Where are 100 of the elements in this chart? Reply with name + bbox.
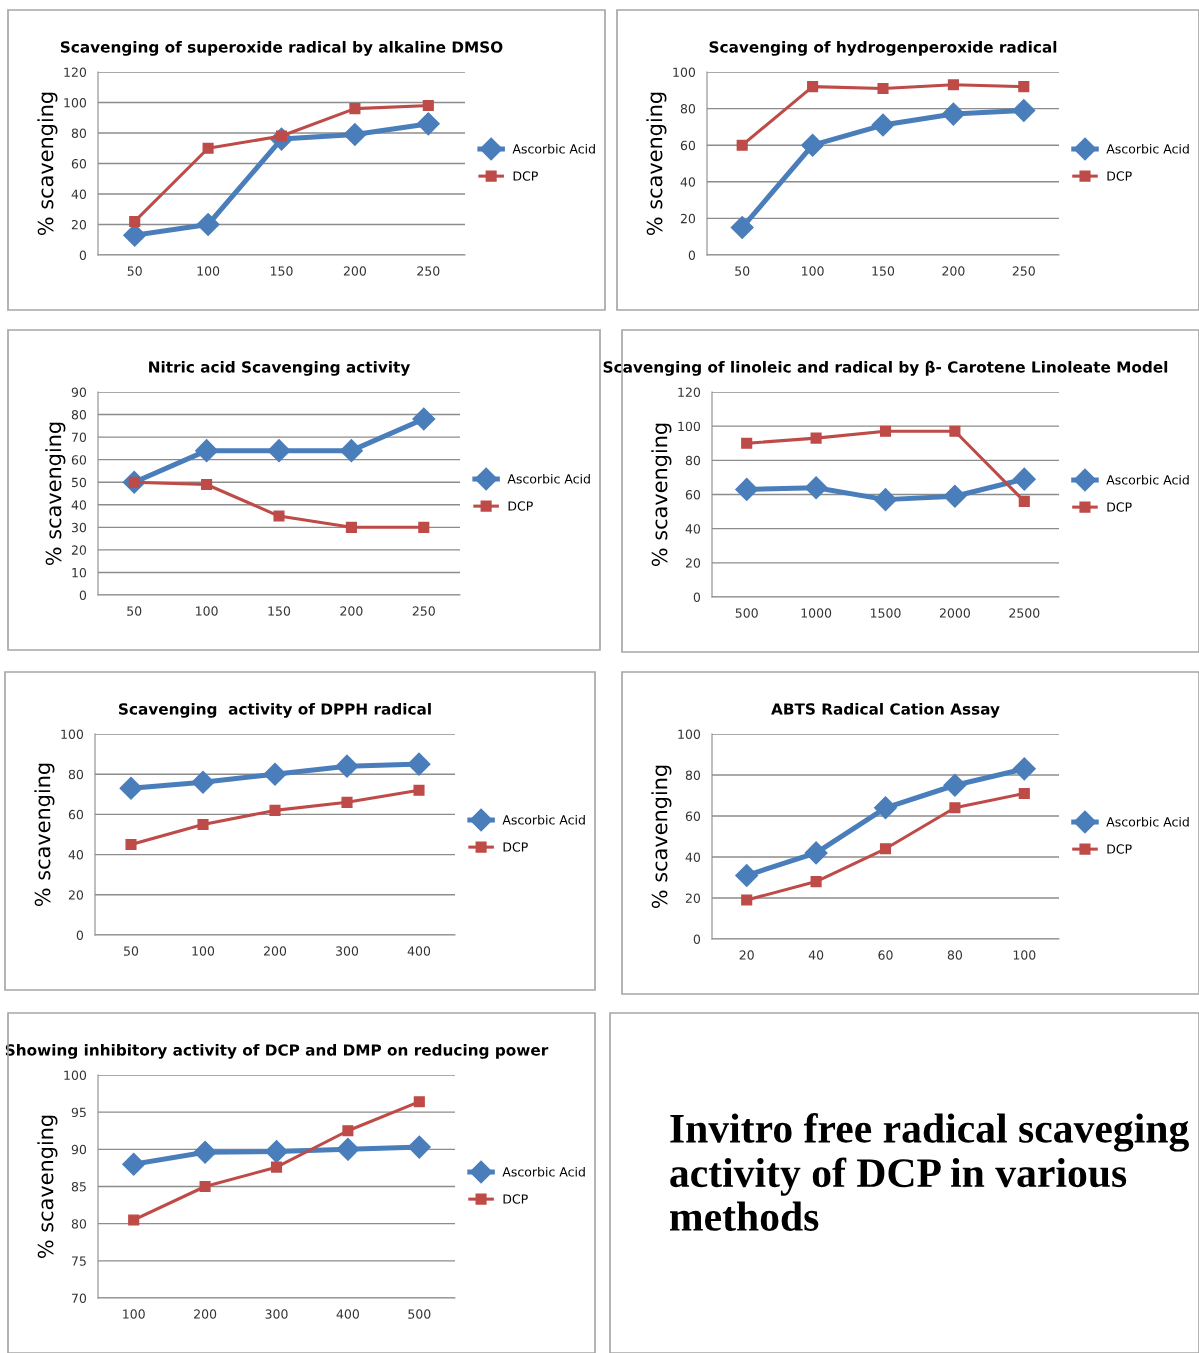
legend-label: DCP bbox=[513, 171, 538, 181]
x-tick-label: 150 bbox=[270, 266, 293, 276]
y-tick-label: 80 bbox=[685, 455, 701, 466]
legend-label: DCP bbox=[508, 501, 533, 511]
point bbox=[265, 1140, 288, 1164]
y-axis-title: % scavenging bbox=[651, 765, 672, 908]
point bbox=[263, 762, 287, 786]
point bbox=[407, 752, 431, 776]
chart-title: Scavenging of linoleic and radical by β- Carotene Linoleate Model bbox=[603, 360, 1168, 376]
point bbox=[195, 439, 219, 463]
y-axis-title: % scavenging bbox=[37, 1115, 58, 1258]
point bbox=[412, 407, 436, 431]
point bbox=[345, 521, 357, 533]
point bbox=[801, 133, 825, 157]
y-tick-label: 40 bbox=[71, 189, 87, 199]
y-tick-label: 20 bbox=[685, 558, 701, 568]
point bbox=[341, 796, 353, 808]
x-tick-label: 500 bbox=[735, 608, 758, 618]
point bbox=[202, 142, 214, 154]
point bbox=[874, 796, 897, 820]
y-tick-label: 40 bbox=[68, 850, 84, 860]
x-tick-label: 100 bbox=[802, 266, 824, 276]
y-tick-label: 100 bbox=[673, 67, 696, 77]
point bbox=[736, 139, 748, 151]
point bbox=[879, 843, 892, 855]
y-tick-label: 100 bbox=[61, 729, 84, 739]
point bbox=[422, 99, 434, 112]
point bbox=[730, 216, 754, 240]
x-tick-label: 200 bbox=[942, 266, 965, 276]
point bbox=[407, 1135, 431, 1159]
x-tick-label: 250 bbox=[1012, 266, 1035, 276]
chart-title: Nitric acid Scavenging activity bbox=[149, 360, 411, 376]
y-tick-label: 60 bbox=[71, 455, 87, 465]
point bbox=[335, 754, 359, 778]
y-tick-label: 70 bbox=[72, 432, 87, 443]
y-tick-label: 80 bbox=[71, 1219, 87, 1229]
y-tick-label: 80 bbox=[68, 769, 84, 780]
y-tick-label: 40 bbox=[71, 500, 87, 510]
x-tick-label: 2000 bbox=[939, 608, 970, 618]
point bbox=[119, 776, 143, 800]
x-tick-label: 20 bbox=[739, 950, 754, 960]
y-tick-label: 60 bbox=[680, 140, 696, 151]
x-tick-label: 1500 bbox=[870, 608, 901, 618]
x-tick-label: 60 bbox=[878, 950, 893, 960]
point bbox=[128, 1214, 140, 1226]
point bbox=[122, 1152, 146, 1176]
y-tick-label: 80 bbox=[685, 770, 701, 780]
y-tick-label: 0 bbox=[693, 592, 701, 602]
point bbox=[879, 425, 892, 437]
x-tick-label: 80 bbox=[947, 950, 963, 960]
point bbox=[273, 510, 285, 522]
x-tick-label: 150 bbox=[268, 606, 291, 616]
y-tick-label: 70 bbox=[72, 1293, 87, 1303]
x-tick-label: 50 bbox=[127, 606, 142, 616]
legend-label: DCP bbox=[1107, 502, 1132, 512]
y-tick-label: 85 bbox=[71, 1181, 86, 1192]
x-tick-label: 50 bbox=[124, 946, 139, 956]
point bbox=[810, 876, 822, 888]
point bbox=[947, 79, 959, 91]
point bbox=[807, 81, 819, 93]
y-tick-label: 20 bbox=[685, 893, 701, 903]
legend-label: Ascorbic Acid bbox=[502, 814, 585, 825]
point bbox=[949, 802, 961, 814]
point bbox=[941, 102, 965, 126]
legend-label: DCP bbox=[1107, 171, 1132, 181]
point bbox=[269, 804, 281, 816]
point bbox=[339, 439, 363, 463]
y-axis-title: % scavenging bbox=[45, 422, 66, 565]
x-tick-label: 100 bbox=[123, 1309, 145, 1319]
y-tick-label: 20 bbox=[71, 545, 87, 555]
x-tick-label: 150 bbox=[872, 266, 895, 276]
y-axis-title: % scavenging bbox=[34, 763, 55, 906]
chart-title: Scavenging activity of DPPH radical bbox=[119, 702, 431, 718]
point bbox=[871, 113, 895, 137]
y-tick-label: 50 bbox=[71, 477, 87, 488]
x-tick-label: 300 bbox=[265, 1309, 288, 1319]
point bbox=[1012, 98, 1036, 122]
point bbox=[943, 773, 967, 797]
point bbox=[804, 476, 828, 500]
text: Invitro free radical scaveging activity of DCP in various methods bbox=[670, 1113, 1189, 1231]
y-tick-label: 80 bbox=[71, 410, 87, 420]
point bbox=[416, 112, 440, 136]
y-tick-label: 100 bbox=[678, 421, 701, 432]
point bbox=[191, 770, 215, 794]
point bbox=[877, 82, 889, 95]
y-tick-label: 40 bbox=[685, 852, 701, 862]
point bbox=[735, 863, 759, 887]
point bbox=[413, 1096, 425, 1108]
y-tick-label: 90 bbox=[71, 1144, 87, 1155]
chart-title: Showing inhibitory activity of DCP and DMP on reducing power bbox=[5, 1043, 549, 1059]
point bbox=[349, 103, 361, 115]
y-tick-label: 60 bbox=[68, 809, 84, 820]
x-tick-label: 200 bbox=[263, 946, 287, 956]
legend-label: Ascorbic Acid bbox=[1106, 143, 1189, 154]
point bbox=[197, 818, 209, 831]
x-tick-label: 250 bbox=[417, 266, 440, 276]
y-tick-label: 120 bbox=[678, 387, 701, 397]
x-tick-label: 1000 bbox=[801, 608, 832, 618]
point bbox=[1018, 787, 1030, 800]
point bbox=[810, 432, 822, 444]
